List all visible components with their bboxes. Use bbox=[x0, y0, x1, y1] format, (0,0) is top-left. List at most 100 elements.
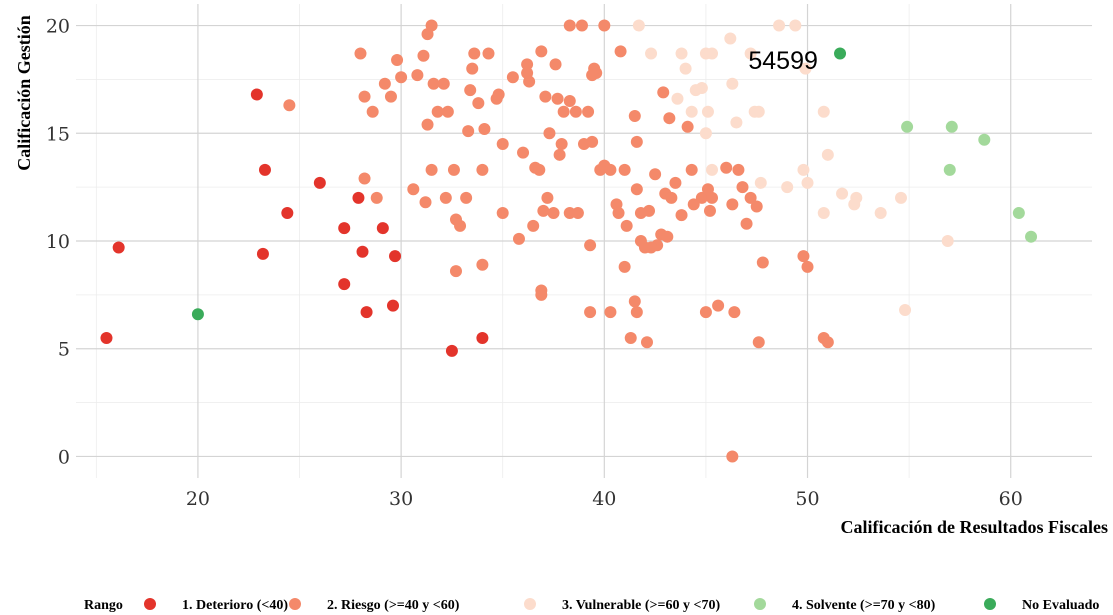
legend-key bbox=[984, 598, 996, 610]
data-point bbox=[378, 77, 391, 90]
legend-item: No Evaluado bbox=[1022, 598, 1099, 613]
data-point bbox=[645, 241, 658, 254]
data-point bbox=[586, 135, 599, 148]
data-point bbox=[535, 45, 548, 58]
data-point bbox=[496, 138, 509, 151]
data-point bbox=[604, 306, 617, 319]
data-point bbox=[370, 191, 383, 204]
data-point bbox=[628, 110, 641, 123]
y-tick-label: 5 bbox=[58, 339, 70, 361]
data-point bbox=[478, 122, 491, 135]
data-point bbox=[628, 295, 641, 308]
data-point bbox=[695, 191, 708, 204]
data-point bbox=[687, 198, 700, 211]
data-point bbox=[703, 204, 716, 217]
data-point bbox=[630, 135, 643, 148]
x-tick-label: 60 bbox=[999, 488, 1023, 510]
data-point bbox=[449, 265, 462, 278]
data-point bbox=[555, 138, 568, 151]
y-tick-label: 15 bbox=[46, 123, 70, 145]
data-point bbox=[706, 47, 719, 60]
data-point bbox=[472, 97, 485, 110]
data-point bbox=[411, 69, 424, 82]
data-point bbox=[801, 260, 814, 273]
data-point bbox=[649, 168, 662, 181]
data-point bbox=[437, 77, 450, 90]
legend-key bbox=[754, 598, 766, 610]
y-tick-label: 0 bbox=[58, 446, 70, 468]
data-point bbox=[675, 209, 688, 222]
grid-major bbox=[76, 4, 1092, 478]
data-point bbox=[551, 92, 564, 105]
data-point bbox=[624, 331, 637, 344]
legend: Rango 1. Deterioro (<40) 2. Riesgo (>=40 … bbox=[84, 598, 1099, 613]
data-point bbox=[391, 54, 404, 67]
data-points bbox=[100, 19, 1038, 463]
data-point bbox=[358, 172, 371, 185]
data-point bbox=[799, 62, 812, 75]
data-point bbox=[468, 47, 481, 60]
data-point bbox=[376, 222, 389, 235]
data-point bbox=[632, 19, 645, 32]
data-point bbox=[543, 127, 556, 140]
legend-key bbox=[144, 598, 156, 610]
data-point bbox=[789, 19, 802, 32]
data-point bbox=[582, 105, 595, 118]
data-point bbox=[773, 19, 786, 32]
data-point bbox=[521, 58, 534, 71]
data-point bbox=[250, 88, 263, 101]
data-point bbox=[620, 219, 633, 232]
data-point bbox=[462, 125, 475, 138]
data-point bbox=[407, 183, 420, 196]
data-point bbox=[850, 191, 863, 204]
data-point bbox=[901, 120, 914, 133]
data-point bbox=[665, 191, 678, 204]
y-tick-label: 20 bbox=[46, 16, 70, 38]
data-point bbox=[547, 206, 560, 219]
data-point bbox=[575, 19, 588, 32]
data-point bbox=[256, 247, 269, 260]
data-point bbox=[821, 336, 834, 349]
data-point bbox=[726, 77, 739, 90]
data-point bbox=[699, 127, 712, 140]
data-point bbox=[630, 306, 643, 319]
data-point bbox=[941, 235, 954, 247]
data-point bbox=[701, 105, 714, 118]
data-point bbox=[389, 250, 402, 263]
data-point bbox=[523, 75, 536, 88]
data-point bbox=[476, 163, 489, 176]
data-point bbox=[386, 299, 399, 312]
data-point bbox=[584, 306, 597, 319]
legend-item: 1. Deterioro (<40) bbox=[182, 598, 288, 613]
data-point bbox=[506, 71, 519, 84]
data-point bbox=[527, 219, 540, 232]
data-point bbox=[541, 191, 554, 204]
data-point bbox=[586, 69, 599, 82]
legend-item: 3. Vulnerable (>=60 y <70) bbox=[562, 598, 720, 613]
data-point bbox=[313, 176, 326, 189]
data-point bbox=[533, 163, 546, 176]
data-point bbox=[634, 206, 647, 219]
data-point bbox=[512, 232, 525, 245]
data-point bbox=[740, 217, 753, 230]
data-point bbox=[466, 62, 479, 75]
data-point bbox=[736, 181, 749, 194]
y-tick-label: 10 bbox=[46, 231, 70, 253]
data-point bbox=[439, 191, 452, 204]
data-point bbox=[978, 133, 991, 146]
data-point bbox=[425, 163, 438, 176]
data-point bbox=[899, 303, 912, 316]
data-point bbox=[258, 163, 271, 176]
data-point bbox=[699, 306, 712, 319]
data-point bbox=[464, 84, 477, 97]
data-point bbox=[281, 206, 294, 219]
data-point bbox=[817, 105, 830, 118]
data-point bbox=[366, 105, 379, 118]
x-axis-title: Calificación de Resultados Fiscales bbox=[841, 517, 1109, 537]
data-point bbox=[640, 336, 653, 349]
data-point bbox=[549, 58, 562, 71]
data-point bbox=[563, 94, 576, 107]
legend-item: 2. Riesgo (>=40 y <60) bbox=[327, 598, 460, 613]
data-point bbox=[352, 191, 365, 204]
